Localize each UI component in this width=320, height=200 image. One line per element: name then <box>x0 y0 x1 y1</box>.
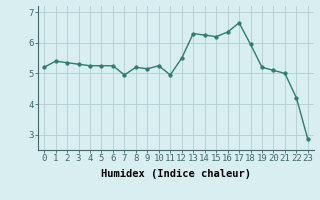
X-axis label: Humidex (Indice chaleur): Humidex (Indice chaleur) <box>101 169 251 179</box>
